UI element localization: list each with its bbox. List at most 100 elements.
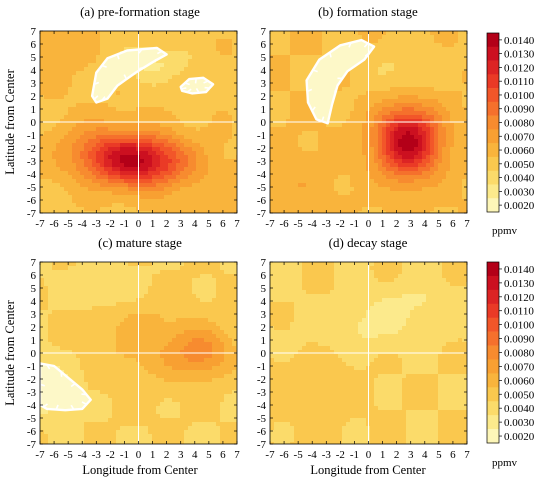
field-cell bbox=[152, 123, 157, 128]
field-cell bbox=[350, 171, 355, 176]
field-cell bbox=[48, 43, 53, 48]
field-cell bbox=[466, 91, 467, 96]
field-cell bbox=[72, 123, 77, 128]
field-cell bbox=[84, 127, 89, 132]
field-cell bbox=[108, 175, 113, 180]
field-cell bbox=[196, 207, 201, 212]
field-cell bbox=[152, 43, 157, 48]
field-cell bbox=[68, 139, 73, 144]
field-cell bbox=[108, 107, 113, 112]
field-cell bbox=[224, 195, 229, 200]
field-cell bbox=[458, 75, 463, 80]
field-cell bbox=[426, 147, 431, 152]
hatch-tick bbox=[195, 88, 200, 94]
field-cell bbox=[40, 266, 45, 271]
field-cell bbox=[378, 51, 383, 56]
field-cell bbox=[434, 99, 439, 104]
field-cell bbox=[274, 151, 279, 156]
field-cell bbox=[334, 107, 339, 112]
field-cell bbox=[298, 39, 303, 44]
hatch-tick bbox=[101, 64, 107, 68]
field-cell bbox=[326, 123, 331, 128]
field-cell bbox=[454, 119, 459, 124]
field-cell bbox=[84, 274, 89, 279]
field-cell bbox=[224, 35, 229, 40]
field-cell bbox=[394, 187, 399, 192]
field-cell bbox=[442, 43, 447, 48]
field-cell bbox=[386, 147, 391, 152]
field-cell bbox=[466, 123, 467, 128]
field-cell bbox=[224, 203, 229, 208]
field-cell bbox=[72, 143, 77, 148]
field-cell bbox=[68, 123, 73, 128]
field-cell bbox=[80, 107, 85, 112]
hatch-tick bbox=[186, 88, 192, 93]
field-cell bbox=[406, 63, 411, 68]
field-cell bbox=[152, 83, 157, 88]
field-cell bbox=[430, 103, 435, 108]
field-cell bbox=[382, 99, 387, 104]
field-cell bbox=[72, 51, 77, 56]
field-cell bbox=[140, 195, 145, 200]
field-cell bbox=[56, 151, 61, 156]
field-cell bbox=[442, 143, 447, 148]
field-cell bbox=[278, 167, 283, 172]
field-cell bbox=[386, 139, 391, 144]
field-cell bbox=[184, 143, 189, 148]
field-cell bbox=[274, 159, 279, 164]
field-cell bbox=[188, 71, 193, 76]
field-cell bbox=[220, 203, 225, 208]
field-cell bbox=[422, 31, 427, 36]
field-cell bbox=[40, 87, 45, 92]
field-cell bbox=[216, 55, 221, 60]
field-cell bbox=[228, 135, 233, 140]
field-cell bbox=[40, 99, 45, 104]
field-cell bbox=[124, 147, 129, 152]
field-cell bbox=[208, 127, 213, 132]
field-cell bbox=[310, 139, 315, 144]
field-cell bbox=[124, 195, 129, 200]
field-cell bbox=[108, 270, 113, 275]
field-cell bbox=[216, 163, 221, 168]
field-cell bbox=[112, 95, 117, 100]
field-cell bbox=[184, 123, 189, 128]
field-cell bbox=[176, 83, 181, 88]
field-cell bbox=[282, 147, 287, 152]
field-cell bbox=[176, 107, 181, 112]
field-cell bbox=[132, 103, 137, 108]
field-cell bbox=[290, 175, 295, 180]
field-cell bbox=[212, 179, 217, 184]
field-cell bbox=[386, 151, 391, 156]
field-cell bbox=[92, 51, 97, 56]
field-cell bbox=[434, 203, 439, 208]
field-cell bbox=[358, 115, 363, 120]
field-cell bbox=[228, 119, 233, 124]
field-cell bbox=[286, 131, 291, 136]
field-cell bbox=[378, 131, 383, 136]
field-cell bbox=[76, 274, 81, 279]
field-cell bbox=[442, 127, 447, 132]
field-cell bbox=[330, 139, 335, 144]
field-cell bbox=[60, 159, 65, 164]
field-cell bbox=[382, 119, 387, 124]
field-cell bbox=[52, 55, 57, 60]
field-cell bbox=[48, 35, 53, 40]
field-cell bbox=[148, 83, 153, 88]
x-tick-label: 3 bbox=[178, 218, 184, 230]
field-cell bbox=[394, 143, 399, 148]
field-cell bbox=[168, 123, 173, 128]
field-cell bbox=[176, 79, 181, 84]
field-cell bbox=[402, 131, 407, 136]
field-cell bbox=[40, 262, 45, 267]
field-cell bbox=[184, 127, 189, 132]
field-cell bbox=[442, 207, 447, 212]
field-cell bbox=[224, 163, 229, 168]
field-cell bbox=[378, 135, 383, 140]
field-cell bbox=[212, 183, 217, 188]
field-cell bbox=[362, 111, 367, 116]
field-cell bbox=[108, 207, 113, 212]
field-cell bbox=[406, 55, 411, 60]
field-cell bbox=[350, 115, 355, 120]
field-cell bbox=[358, 199, 363, 204]
field-cell bbox=[442, 167, 447, 172]
